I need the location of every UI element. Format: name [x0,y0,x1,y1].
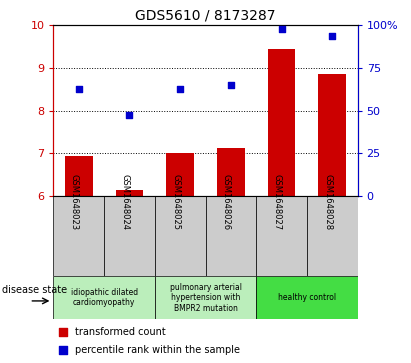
Point [59,347,66,353]
Bar [307,196,358,276]
Text: disease state: disease state [2,285,67,295]
Text: GSM1648027: GSM1648027 [272,174,282,230]
Bar [104,196,155,276]
Point [76,86,82,92]
Point [228,82,234,88]
Point [177,86,183,92]
Bar [318,74,346,196]
Bar [115,189,143,196]
Bar [53,196,104,276]
Text: pulmonary arterial
hypertension with
BMPR2 mutation: pulmonary arterial hypertension with BMP… [169,283,242,313]
Title: GDS5610 / 8173287: GDS5610 / 8173287 [135,9,276,23]
Bar [256,276,358,319]
Point [126,112,133,118]
Bar [53,276,155,319]
Text: percentile rank within the sample: percentile rank within the sample [75,345,240,355]
Text: idiopathic dilated
cardiomyopathy: idiopathic dilated cardiomyopathy [71,288,138,307]
Text: GSM1648023: GSM1648023 [70,174,79,230]
Point [329,33,335,39]
Text: healthy control: healthy control [278,293,336,302]
Bar [155,276,256,319]
Text: transformed count: transformed count [75,327,166,337]
Bar [65,155,93,196]
Bar [166,152,194,196]
Bar [256,196,307,276]
Text: GSM1648025: GSM1648025 [171,174,180,230]
Point [59,329,66,335]
Bar [217,148,245,196]
Bar [155,196,206,276]
Point [278,26,285,32]
Text: GSM1648028: GSM1648028 [323,174,332,230]
Text: GSM1648026: GSM1648026 [222,174,231,230]
Text: GSM1648024: GSM1648024 [120,174,129,230]
Bar [268,49,296,196]
Bar [206,196,256,276]
